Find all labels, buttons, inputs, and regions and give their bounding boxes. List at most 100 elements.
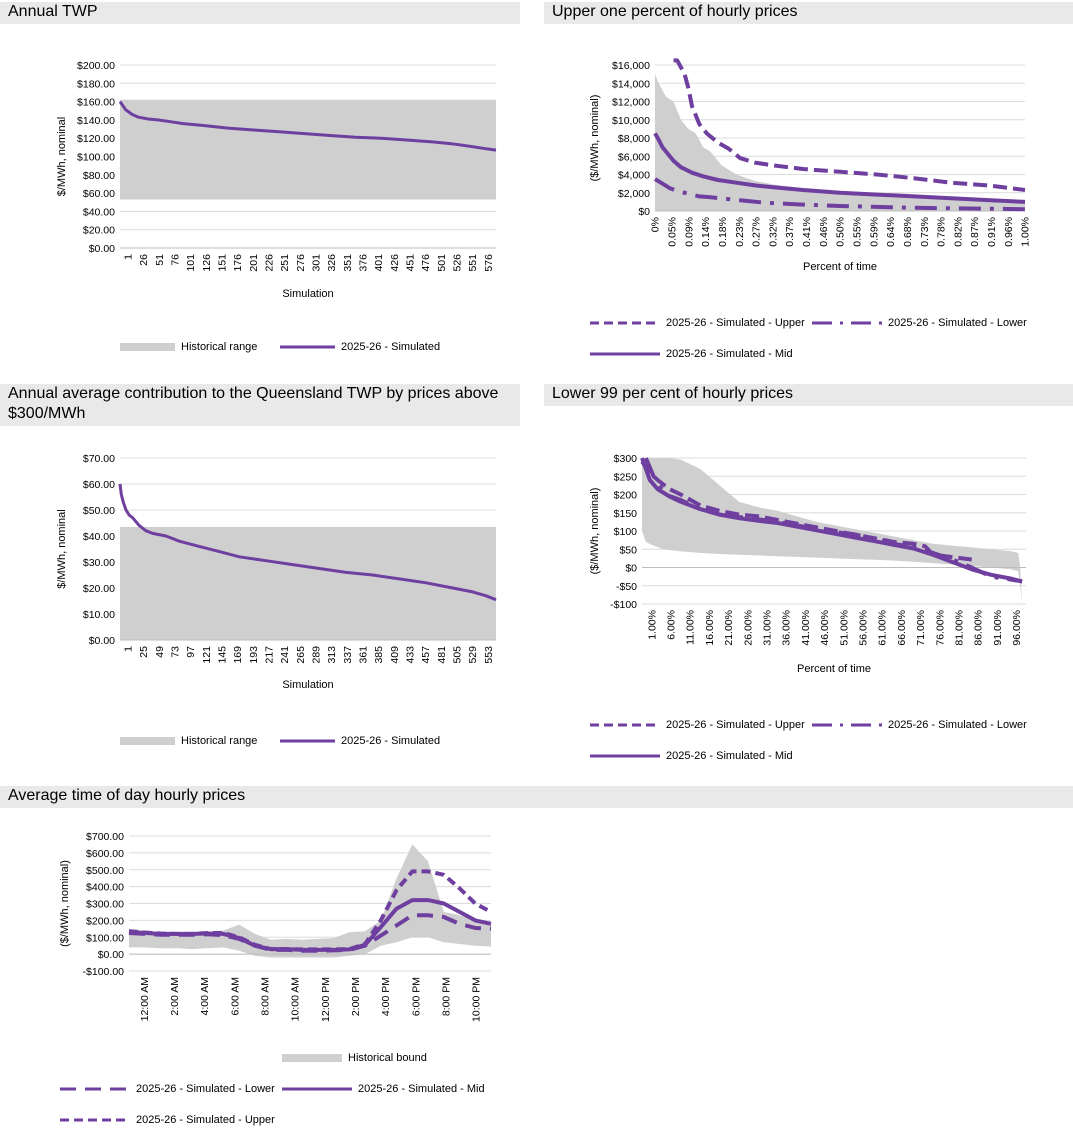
y-axis-title: ($/MWh, nominal)	[589, 488, 601, 575]
y-tick-label: $160.00	[77, 97, 115, 109]
x-tick-label: 0%	[650, 217, 662, 232]
legend-label-historical-range-2: Historical range	[181, 735, 258, 747]
x-tick-label: 2:00 AM	[169, 977, 181, 1016]
x-tick-label: 351	[342, 254, 354, 272]
x-tick-label: 526	[451, 254, 463, 272]
y-tick-label: $0.00	[98, 949, 124, 961]
x-tick-label: 4:00 AM	[199, 977, 211, 1016]
x-tick-label: 0.14%	[700, 217, 712, 247]
title-contribution: Annual average contribution to the Queen…	[8, 385, 499, 422]
x-axis-title: Percent of time	[803, 261, 877, 273]
x-tick-label: 12:00 AM	[139, 977, 151, 1021]
x-tick-label: 289	[310, 646, 322, 664]
y-tick-label: $300.00	[86, 899, 124, 911]
x-tick-label: 36.00%	[781, 610, 793, 646]
header-time-of-day: Average time of day hourly prices	[0, 786, 1073, 808]
y-tick-label: $0.00	[89, 243, 115, 255]
y-tick-label: $200.00	[77, 60, 115, 72]
x-tick-label: 433	[404, 646, 416, 664]
x-tick-label: 96.00%	[1011, 610, 1023, 646]
x-tick-label: 61.00%	[877, 610, 889, 646]
y-tick-label: $50.00	[83, 505, 115, 517]
x-tick-label: 201	[248, 254, 260, 272]
x-tick-label: 169	[232, 646, 244, 664]
x-tick-label: 8:00 AM	[259, 977, 271, 1016]
y-tick-label: $250	[614, 471, 638, 483]
y-tick-label: $0.00	[89, 635, 115, 647]
x-tick-label: 193	[248, 646, 260, 664]
x-tick-label: 10:00 AM	[290, 977, 302, 1021]
legend-item-tod-lower: 2025-26 - Simulated - Lower	[60, 1083, 275, 1095]
x-tick-label: 409	[389, 646, 401, 664]
x-axis-title: Percent of time	[797, 663, 871, 675]
x-tick-label: 251	[279, 254, 291, 272]
legend-swatch-historical	[120, 343, 175, 351]
y-tick-label: $500.00	[86, 865, 124, 877]
legend-swatch-sim-mid-2	[590, 754, 660, 758]
x-tick-label: 0.78%	[936, 217, 948, 247]
x-tick-label: 326	[326, 254, 338, 272]
x-tick-label: 226	[263, 254, 275, 272]
series-line-upper	[673, 58, 1026, 192]
legend-label-sim-mid-2: 2025-26 - Simulated - Mid	[666, 750, 793, 762]
legend-item-sim-lower: 2025-26 - Simulated - Lower	[812, 317, 1027, 329]
x-tick-label: 126	[201, 254, 213, 272]
title-time-of-day: Average time of day hourly prices	[8, 787, 246, 804]
y-tick-label: $60.00	[83, 188, 115, 200]
y-tick-label: $100.00	[86, 932, 124, 944]
x-tick-label: 0.91%	[986, 217, 998, 247]
series-line-simulated	[118, 100, 497, 152]
x-tick-label: 0.41%	[801, 217, 813, 247]
x-tick-label: 401	[373, 254, 385, 272]
x-tick-label: 276	[295, 254, 307, 272]
legend-item-historical-range-2: Historical range	[120, 735, 257, 747]
legend-label-sim-upper-2: 2025-26 - Simulated - Upper	[666, 719, 805, 731]
y-tick-label: $20.00	[83, 583, 115, 595]
legend-item-tod-mid: 2025-26 - Simulated - Mid	[282, 1083, 485, 1095]
x-tick-label: 576	[483, 254, 495, 272]
x-tick-label: 8:00 PM	[440, 977, 452, 1016]
x-tick-label: 145	[216, 646, 228, 664]
x-tick-label: 0.68%	[902, 217, 914, 247]
legend-label-tod-upper: 2025-26 - Simulated - Upper	[136, 1114, 275, 1126]
y-tick-label: -$100	[610, 599, 637, 611]
x-tick-label: 457	[420, 646, 432, 664]
x-tick-label: 0.64%	[885, 217, 897, 247]
legend-item-sim-lower-2: 2025-26 - Simulated - Lower	[812, 719, 1027, 731]
x-tick-label: 21.00%	[723, 610, 735, 646]
x-tick-label: 6:00 AM	[229, 977, 241, 1016]
x-tick-label: 26.00%	[742, 610, 754, 646]
legend-swatch-tod-upper	[60, 1118, 130, 1122]
x-tick-label: 385	[373, 646, 385, 664]
series-line-upper	[128, 869, 492, 952]
y-tick-label: $140.00	[77, 115, 115, 127]
legend-label-simulated-2: 2025-26 - Simulated	[341, 735, 441, 747]
x-tick-label: 0.23%	[734, 217, 746, 247]
y-tick-label: $70.00	[83, 453, 115, 465]
x-tick-label: 86.00%	[973, 610, 985, 646]
x-tick-label: 71.00%	[915, 610, 927, 646]
x-tick-label: 0.82%	[952, 217, 964, 247]
y-tick-label: $120.00	[77, 133, 115, 145]
header-contribution: Annual average contribution to the Queen…	[0, 384, 520, 426]
x-tick-label: 313	[326, 646, 338, 664]
y-tick-label: $180.00	[77, 78, 115, 90]
x-tick-label: 91.00%	[992, 610, 1004, 646]
legend-item-historical-bound: Historical bound	[282, 1052, 427, 1064]
x-tick-label: 76	[169, 254, 181, 266]
x-tick-label: 361	[357, 646, 369, 664]
y-tick-label: $150	[614, 508, 638, 520]
header-upper-one-percent: Upper one percent of hourly prices	[544, 2, 1073, 24]
x-tick-label: 10:00 PM	[471, 977, 483, 1022]
x-tick-label: 46.00%	[819, 610, 831, 646]
legend-label-tod-mid: 2025-26 - Simulated - Mid	[358, 1083, 485, 1095]
legend-item-sim-upper-2: 2025-26 - Simulated - Upper	[590, 719, 805, 731]
x-tick-label: 553	[483, 646, 495, 664]
x-tick-label: 0.55%	[851, 217, 863, 247]
y-tick-label: -$100.00	[83, 966, 125, 978]
x-tick-label: 0.27%	[751, 217, 763, 247]
title-annual-twp: Annual TWP	[8, 3, 98, 20]
x-tick-label: 0.32%	[767, 217, 779, 247]
legend-swatch-simulated-2	[280, 739, 335, 743]
x-tick-label: 101	[185, 254, 197, 272]
